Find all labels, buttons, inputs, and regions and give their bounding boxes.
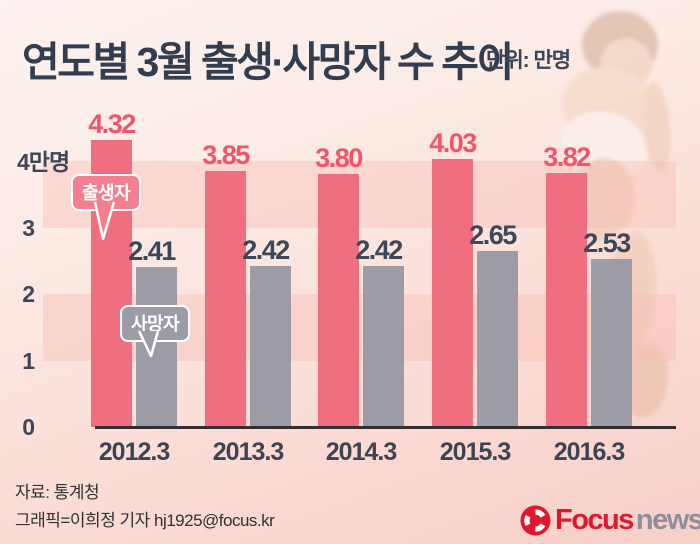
unit-label: 단위: 만명 xyxy=(486,49,571,72)
death-value-label: 2.42 xyxy=(355,235,403,266)
birth-bar xyxy=(205,170,246,427)
birth-bar xyxy=(546,172,587,427)
birth-value-label: 4.03 xyxy=(429,128,477,158)
x-axis-tick-label: 2016.3 xyxy=(553,438,625,466)
y-axis-tick-label: 0 xyxy=(22,414,35,440)
death-bar xyxy=(591,258,632,427)
death-bar xyxy=(250,266,291,427)
birth-value-label: 3.82 xyxy=(543,141,591,172)
credit-text: 그래픽=이희정 기자 hj1925@focus.kr xyxy=(15,511,275,530)
death-value-label: 2.65 xyxy=(469,219,517,250)
source-text: 자료: 통계청 xyxy=(15,483,100,502)
x-axis-tick-label: 2013.3 xyxy=(212,438,284,466)
y-axis-tick-label: 3 xyxy=(22,214,35,241)
birth-value-label: 3.85 xyxy=(202,139,250,170)
legend-bubble-births: 출생자 xyxy=(71,174,142,211)
x-axis-tick-label: 2012.3 xyxy=(98,438,170,466)
birth-bar xyxy=(432,159,473,427)
logo-swirl-icon xyxy=(520,505,551,536)
death-value-label: 2.53 xyxy=(583,227,631,258)
death-bar xyxy=(477,250,518,427)
y-axis-tick-label: 4만명 xyxy=(17,149,70,175)
x-axis-tick-label: 2014.3 xyxy=(325,438,397,466)
birth-value-label: 4.32 xyxy=(88,108,136,139)
y-axis-tick-label: 1 xyxy=(22,347,35,374)
birth-value-label: 3.80 xyxy=(315,143,363,174)
death-value-label: 2.41 xyxy=(128,235,176,266)
birth-bar xyxy=(318,174,359,427)
death-bar xyxy=(136,266,177,427)
x-axis-tick-label: 2015.3 xyxy=(439,438,511,466)
legend-bubble-births-tail-icon xyxy=(93,201,116,241)
y-axis-tick-label: 2 xyxy=(22,281,35,307)
death-value-label: 2.42 xyxy=(242,235,290,266)
logo-text-focus: Focus xyxy=(555,504,634,536)
page-title: 연도별 3월 출생·사망자 수 추이 xyxy=(22,39,514,85)
death-bar xyxy=(363,266,404,427)
logo-text-news: news xyxy=(635,504,700,536)
legend-bubble-deaths-tail-icon xyxy=(137,330,160,358)
x-axis-line xyxy=(95,426,676,429)
focus-news-logo: Focus news xyxy=(520,505,700,536)
